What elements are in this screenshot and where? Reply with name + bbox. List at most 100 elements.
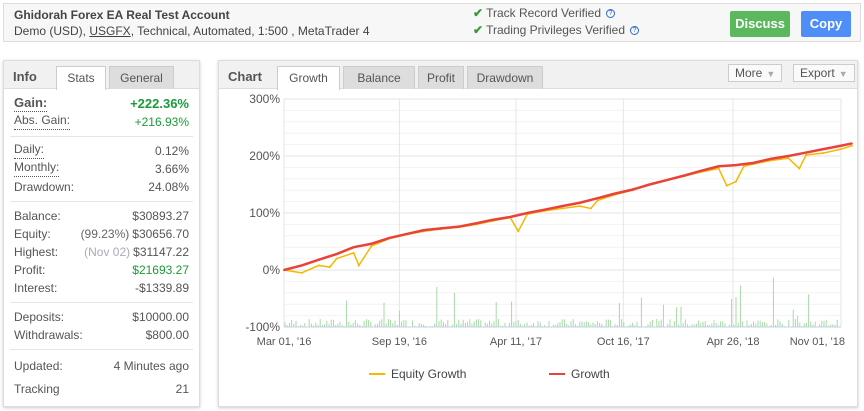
data-point bbox=[752, 161, 755, 164]
stat-row: Deposits: $10000.00 bbox=[4, 308, 199, 326]
divider bbox=[10, 201, 193, 202]
data-point bbox=[388, 237, 391, 240]
data-point bbox=[805, 151, 808, 154]
stat-label: Tracking bbox=[14, 382, 60, 396]
more-button[interactable]: More ▼ bbox=[728, 64, 783, 82]
x-tick-label: Apr 11, '17 bbox=[490, 336, 542, 348]
stat-row: Highest: (Nov 02) $31147.22 bbox=[4, 243, 199, 261]
tab-drawdown[interactable]: Drawdown bbox=[467, 66, 543, 89]
help-icon[interactable]: ? bbox=[630, 26, 640, 36]
data-point bbox=[317, 264, 320, 267]
stat-value: 0.12% bbox=[154, 144, 189, 158]
tab-general[interactable]: General bbox=[109, 66, 174, 89]
stat-value: 24.08% bbox=[148, 180, 189, 194]
data-point bbox=[596, 199, 599, 202]
discuss-button[interactable]: Discuss bbox=[730, 11, 790, 37]
data-point bbox=[561, 207, 564, 210]
stat-label[interactable]: Daily: bbox=[14, 142, 45, 159]
tab-stats[interactable]: Stats bbox=[56, 66, 106, 90]
data-point bbox=[700, 169, 703, 172]
tab-balance[interactable]: Balance bbox=[343, 66, 415, 89]
stat-label[interactable]: Abs. Gain: bbox=[14, 113, 71, 130]
export-button[interactable]: Export ▼ bbox=[793, 64, 855, 82]
stat-value: $30656.70 bbox=[132, 227, 189, 241]
data-point bbox=[561, 205, 564, 208]
data-point bbox=[822, 152, 825, 155]
y-tick-label: 200% bbox=[249, 149, 280, 163]
data-point bbox=[457, 225, 460, 228]
stat-note: (Nov 02) bbox=[84, 245, 131, 259]
y-tick-label: 100% bbox=[249, 206, 280, 220]
data-point bbox=[684, 174, 687, 177]
stat-label[interactable]: Monthly: bbox=[14, 160, 60, 177]
stat-value: $10000.00 bbox=[132, 310, 189, 324]
caret-down-icon: ▼ bbox=[766, 69, 776, 79]
data-point bbox=[734, 180, 737, 183]
account-header: Ghidorah Forex EA Real Test Account Demo… bbox=[3, 3, 861, 42]
data-point bbox=[526, 212, 529, 214]
data-point bbox=[850, 142, 853, 145]
data-point bbox=[517, 230, 520, 233]
data-point bbox=[717, 165, 720, 168]
info-panel: Info Stats General Gain: +222.36% Abs. Gai… bbox=[3, 60, 200, 407]
data-point bbox=[742, 165, 745, 168]
data-point bbox=[352, 251, 355, 254]
data-point bbox=[370, 242, 373, 245]
stat-note: (99.23%) bbox=[80, 227, 130, 241]
data-point bbox=[850, 144, 853, 147]
tab-profit[interactable]: Profit bbox=[418, 66, 464, 89]
data-point bbox=[544, 208, 547, 211]
legend-label: Growth bbox=[571, 367, 610, 381]
stat-value: +216.93% bbox=[134, 115, 189, 129]
help-icon[interactable]: ? bbox=[606, 9, 615, 19]
stat-value: $21693.27 bbox=[132, 263, 189, 277]
data-point bbox=[357, 264, 360, 267]
data-point bbox=[335, 253, 338, 256]
series-line-growth bbox=[283, 142, 853, 272]
stat-label[interactable]: Gain: bbox=[14, 95, 48, 112]
legend-label: Equity Growth bbox=[391, 367, 466, 381]
stat-label: Interest: bbox=[14, 281, 58, 295]
stat-row: Updated: 4 Minutes ago bbox=[4, 355, 199, 378]
data-point bbox=[328, 266, 331, 269]
data-point bbox=[725, 184, 728, 187]
stat-row: Equity: (99.23%) $30656.70 bbox=[4, 225, 199, 243]
growth-chart: Mar 01, '16 Sep 19, '16 Apr 11, '17 Oct 16,… bbox=[245, 92, 853, 381]
x-tick-label: Apr 26, '18 bbox=[707, 336, 760, 348]
data-point bbox=[283, 269, 285, 271]
data-point bbox=[370, 245, 373, 248]
stat-label: Profit: bbox=[14, 263, 46, 277]
stat-value: $31147.22 bbox=[133, 245, 189, 259]
stat-row: Profit: $21693.27 bbox=[4, 261, 199, 279]
data-point bbox=[422, 229, 425, 232]
data-point bbox=[648, 183, 651, 186]
chart-label: Chart bbox=[228, 69, 262, 84]
x-tick-label: Nov 01, '18 bbox=[790, 336, 845, 348]
data-point bbox=[405, 233, 408, 236]
stat-row: Gain: +222.36% bbox=[4, 95, 199, 113]
export-label: Export bbox=[800, 66, 835, 80]
data-point bbox=[840, 148, 842, 151]
broker-link[interactable]: USGFX bbox=[89, 24, 131, 38]
stat-row: Daily: 0.12% bbox=[4, 142, 199, 160]
chart-panel: Chart Growth Balance Profit Drawdown Mor… bbox=[218, 60, 858, 407]
stat-row: Drawdown: 24.08% bbox=[4, 178, 199, 196]
data-point bbox=[631, 188, 634, 191]
data-point bbox=[578, 205, 581, 208]
tab-growth[interactable]: Growth bbox=[277, 66, 340, 90]
stat-value: $800.00 bbox=[145, 328, 189, 342]
data-point bbox=[666, 178, 669, 181]
data-point bbox=[578, 201, 581, 204]
copy-button[interactable]: Copy bbox=[801, 11, 851, 37]
stat-row: Balance: $30893.27 bbox=[4, 207, 199, 225]
data-point bbox=[509, 215, 512, 218]
track-record-verified: ✔ Track Record Verified? bbox=[473, 6, 615, 20]
data-point bbox=[769, 157, 772, 160]
data-point bbox=[475, 222, 478, 225]
data-point bbox=[335, 257, 338, 260]
stat-value: +222.36% bbox=[130, 96, 189, 111]
stat-row: Tracking 21 bbox=[4, 378, 199, 401]
account-type: Demo (USD), bbox=[14, 24, 90, 38]
stat-value: 3.66% bbox=[154, 162, 189, 176]
data-point bbox=[596, 197, 599, 200]
